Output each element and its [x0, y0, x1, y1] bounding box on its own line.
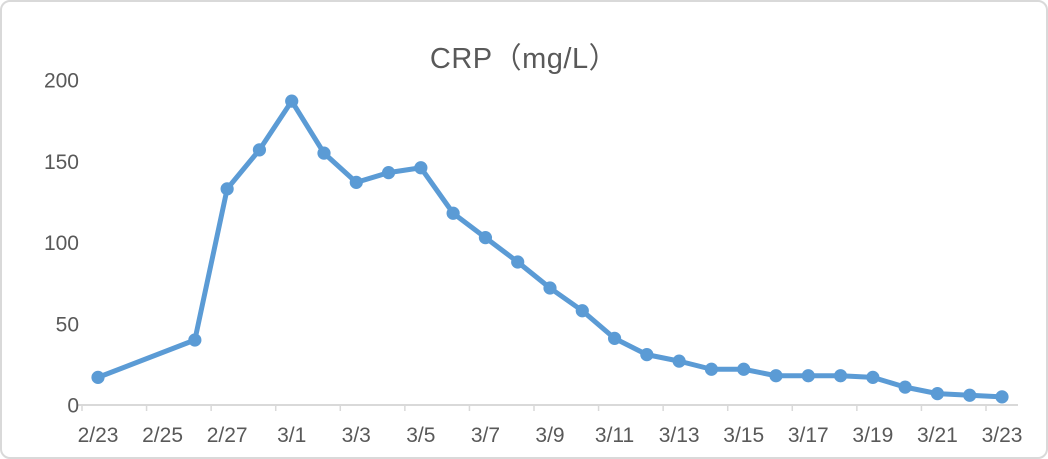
x-tick-label: 3/17 — [788, 424, 829, 447]
data-point-marker — [737, 362, 751, 376]
data-point-marker — [769, 369, 783, 383]
data-point-marker — [252, 143, 267, 157]
x-tick-label: 3/13 — [659, 424, 700, 447]
x-tick-label: 2/23 — [78, 424, 119, 447]
x-tick-label: 3/3 — [342, 424, 371, 447]
data-point-marker — [220, 182, 234, 196]
data-point-marker — [801, 369, 815, 383]
data-point-marker — [478, 231, 493, 245]
chart-title: CRP（mg/L） — [429, 43, 619, 75]
data-point-marker — [414, 161, 428, 175]
y-tick-label: 150 — [44, 151, 79, 174]
data-point-marker — [381, 166, 396, 180]
x-tick-label: 3/7 — [471, 424, 500, 447]
crp-series-line — [95, 98, 1005, 400]
data-point-marker — [640, 348, 654, 362]
y-tick-label: 200 — [44, 70, 79, 93]
data-point-marker — [285, 94, 299, 108]
crp-series-markers — [91, 94, 1009, 404]
data-point-marker — [575, 304, 589, 318]
data-point-marker — [188, 333, 202, 347]
y-tick-label: 0 — [67, 395, 79, 418]
data-point-marker — [91, 370, 105, 384]
data-point-marker — [607, 331, 622, 345]
data-point-marker — [866, 370, 880, 384]
data-point-marker — [898, 380, 912, 394]
data-point-marker — [511, 255, 525, 269]
x-tick-label: 2/27 — [207, 424, 248, 447]
x-axis-labels: 2/23 2/25 2/27 3/1 3/3 3/5 3/7 3/9 3/11 3/13 3/15 3… — [78, 424, 1023, 447]
x-tick-label: 3/21 — [917, 424, 958, 447]
x-tick-label: 3/11 — [595, 424, 634, 447]
data-point-marker — [672, 354, 686, 368]
x-tick-label: 3/1 — [277, 424, 306, 447]
data-point-marker — [317, 146, 331, 160]
data-point-marker — [704, 362, 719, 376]
data-point-marker — [349, 175, 363, 189]
x-tick-label: 3/23 — [982, 424, 1023, 447]
x-axis — [78, 404, 1018, 411]
y-axis-labels: 0 50 100 150 200 — [44, 70, 79, 418]
x-tick-label: 3/9 — [535, 424, 564, 447]
y-tick-label: 100 — [44, 232, 79, 255]
x-tick-label: 2/25 — [142, 424, 183, 447]
x-tick-label: 3/19 — [852, 424, 893, 447]
data-point-marker — [930, 387, 945, 401]
data-point-marker — [833, 369, 848, 383]
x-tick-label: 3/15 — [723, 424, 764, 447]
data-point-marker — [446, 206, 460, 220]
data-point-marker — [995, 390, 1009, 404]
data-point-marker — [543, 281, 557, 295]
data-point-marker — [963, 388, 977, 402]
x-tick-label: 3/5 — [406, 424, 435, 447]
y-tick-label: 50 — [56, 313, 79, 336]
